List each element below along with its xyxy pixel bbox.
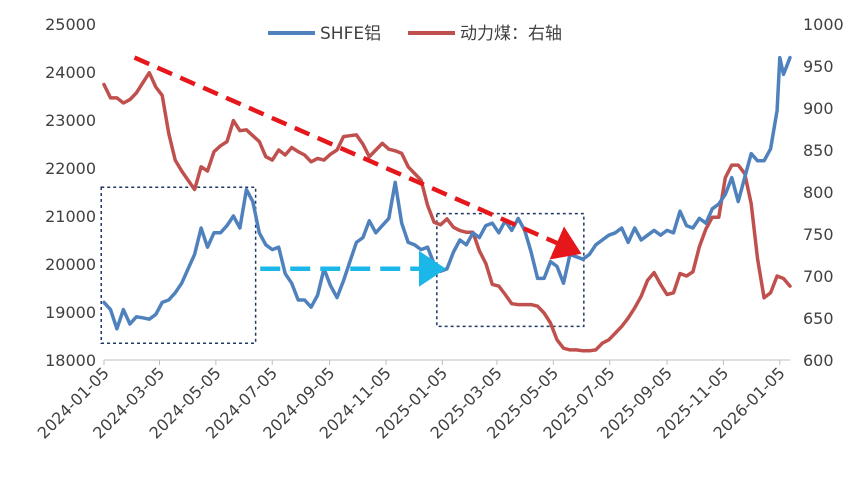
- right-tick-label: 650: [803, 309, 834, 328]
- dashed-highlight-box: [100, 186, 257, 344]
- right-tick-label: 850: [803, 141, 834, 160]
- arrow-annotations: [133, 55, 582, 287]
- annotations: [100, 186, 585, 344]
- left-tick-label: 19000: [45, 303, 96, 322]
- right-tick-label: 950: [803, 57, 834, 76]
- left-tick-label: 20000: [45, 255, 96, 274]
- left-tick-label: 23000: [45, 111, 96, 130]
- series-line-coal: [102, 70, 792, 353]
- right-tick-label: 700: [803, 267, 834, 286]
- left-y-axis: 18000 19000 20000 21000 22000 23000 24000 25000: [45, 15, 96, 370]
- right-tick-label: 900: [803, 99, 834, 118]
- left-tick-label: 18000: [45, 351, 96, 370]
- left-tick-label: 24000: [45, 63, 96, 82]
- legend-label-coal: 动力煤：右轴: [460, 24, 562, 44]
- left-tick-label: 25000: [45, 15, 96, 34]
- right-y-axis: 600 650 700 750 800 850 900 950 1000: [803, 15, 844, 370]
- red-dashed-trend-arrow: [133, 55, 582, 260]
- x-axis: 2024-01-052024-03-052024-05-052024-07-05…: [34, 360, 789, 443]
- legend: SHFE铝 动力煤：右轴: [268, 24, 562, 44]
- series-line-shfe: [102, 55, 792, 331]
- left-tick-label: 21000: [45, 207, 96, 226]
- right-tick-label: 800: [803, 183, 834, 202]
- legend-label-shfe: SHFE铝: [320, 24, 381, 44]
- right-tick-label: 1000: [803, 15, 844, 34]
- left-tick-label: 22000: [45, 159, 96, 178]
- right-tick-label: 750: [803, 225, 834, 244]
- series-group: [102, 55, 792, 353]
- right-tick-label: 600: [803, 351, 834, 370]
